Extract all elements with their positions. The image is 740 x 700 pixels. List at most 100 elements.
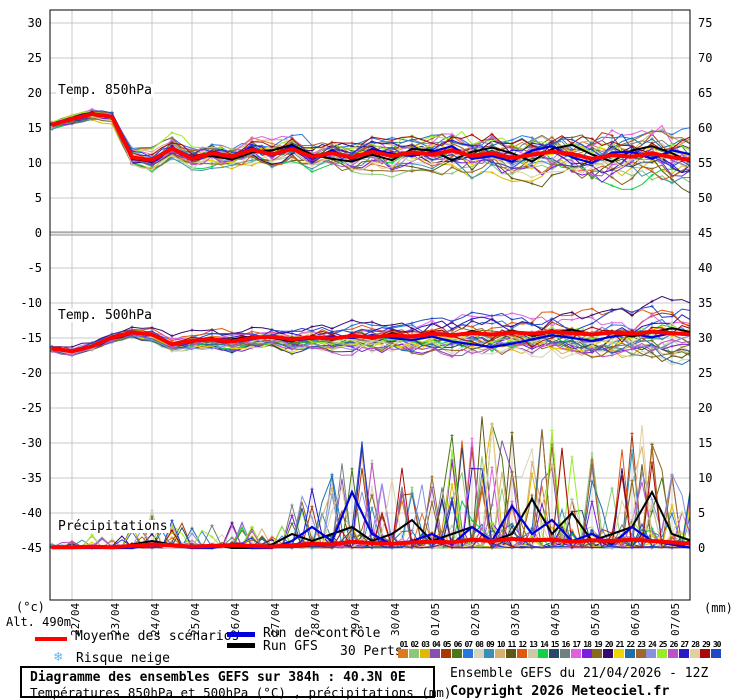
right-tick-50: 50: [698, 191, 713, 205]
left-tick-25: 25: [27, 51, 42, 65]
pert-number-04: 04: [432, 640, 441, 649]
pert-number-02: 02: [410, 640, 419, 649]
pert-number-11: 11: [507, 640, 517, 649]
pert-number-08: 08: [475, 640, 484, 649]
pert-color-03: [419, 649, 430, 658]
pert-number-26: 26: [669, 640, 679, 649]
mean-line-swatch: [35, 637, 67, 641]
pert-color-18: [581, 649, 592, 658]
pert-color-05: [441, 649, 452, 658]
pert-color-13: [527, 649, 538, 658]
pert-color-01: [398, 649, 408, 658]
pert-color-07: [462, 649, 473, 658]
left-tick--20: -20: [20, 366, 42, 380]
pert-color-17: [570, 649, 581, 658]
pert-number-20: 20: [604, 640, 614, 649]
right-tick-25: 25: [698, 366, 713, 380]
altitude-label: Alt. 490m: [6, 615, 72, 629]
legend-snow-label: Risque neige: [76, 651, 170, 666]
control-line-swatch: [227, 632, 255, 637]
right-tick-60: 60: [698, 121, 713, 135]
gfs-run-line: [52, 489, 690, 550]
pert-number-22: 22: [626, 640, 635, 649]
plot-area: [50, 107, 690, 550]
panel-label-t850: Temp. 850hPa: [56, 83, 154, 98]
panel-label-t500: Temp. 500hPa: [56, 308, 154, 323]
date-label-30-04: 30/04: [389, 602, 402, 636]
pert-number-25: 25: [658, 640, 668, 649]
left-tick-10: 10: [27, 156, 42, 170]
ensemble-mean-line: [51, 329, 690, 354]
pert-number-23: 23: [637, 640, 646, 649]
chart-border: [49, 9, 691, 601]
left-tick--15: -15: [20, 331, 42, 345]
right-axis-unit: (mm): [704, 601, 733, 615]
pert-color-15: [549, 649, 560, 658]
date-label-02-05: 02/05: [469, 602, 482, 636]
date-label-03-05: 03/05: [509, 602, 522, 636]
left-tick-15: 15: [27, 121, 42, 135]
date-label-01-05: 01/05: [429, 602, 442, 636]
pert-number-28: 28: [691, 640, 700, 649]
right-tick-40: 40: [698, 261, 713, 275]
right-tick-0: 0: [698, 541, 706, 555]
pert-color-23: [635, 649, 646, 658]
left-tick--25: -25: [20, 401, 42, 415]
pert-color-29: [700, 649, 711, 658]
diagram-subtitle: Températures 850hPa et 500hPa (°C) , pré…: [30, 685, 452, 700]
left-tick--40: -40: [20, 506, 42, 520]
left-tick-30: 30: [27, 16, 42, 30]
ensemble-mean-line: [51, 111, 690, 163]
pert-number-01: 01: [399, 640, 409, 649]
pert-color-06: [452, 649, 462, 658]
pert-number-10: 10: [496, 640, 506, 649]
date-label-04-05: 04/05: [549, 602, 562, 636]
pert-number-30: 30: [712, 640, 722, 649]
right-tick-65: 65: [698, 86, 713, 100]
pert-number-13: 13: [529, 640, 538, 649]
pert-number-14: 14: [540, 640, 549, 649]
ensemble-chart: [49, 9, 691, 601]
date-label-06-05: 06/05: [629, 602, 642, 636]
diagram-title-box: Diagramme des ensembles GEFS sur 384h : …: [20, 666, 451, 700]
pert-color-10: [495, 649, 506, 658]
legend-mean-label: Moyenne des scénarios: [75, 629, 240, 644]
pert-color-08: [473, 649, 484, 658]
pert-color-11: [506, 649, 516, 658]
pert-number-15: 15: [550, 640, 560, 649]
right-tick-5: 5: [698, 506, 706, 520]
pert-number-21: 21: [615, 640, 625, 649]
pert-color-04: [430, 649, 441, 658]
pert-color-16: [560, 649, 570, 658]
left-tick-0: 0: [34, 226, 42, 240]
right-tick-70: 70: [698, 51, 713, 65]
right-tick-55: 55: [698, 156, 713, 170]
date-label-05-05: 05/05: [589, 602, 602, 636]
pert-color-24: [646, 649, 657, 658]
left-tick--35: -35: [20, 471, 42, 485]
snowflake-icon: ❄: [54, 649, 63, 665]
right-tick-45: 45: [698, 226, 713, 240]
pert-number-05: 05: [442, 640, 452, 649]
pert-color-12: [516, 649, 527, 658]
legend-control-label: Run de contrôle: [263, 626, 381, 641]
legend-gfs-label: Run GFS: [263, 639, 318, 654]
pert-color-21: [614, 649, 624, 658]
gfs-line-swatch: [227, 643, 255, 648]
right-tick-75: 75: [698, 16, 713, 30]
pert-color-20: [603, 649, 614, 658]
right-tick-15: 15: [698, 436, 713, 450]
pert-number-03: 03: [421, 640, 430, 649]
pert-number-16: 16: [561, 640, 571, 649]
pert-color-25: [657, 649, 668, 658]
date-label-07-05: 07/05: [669, 602, 682, 636]
pert-color-19: [592, 649, 603, 658]
pert-number-17: 17: [572, 640, 581, 649]
right-tick-20: 20: [698, 401, 713, 415]
right-tick-10: 10: [698, 471, 713, 485]
ensemble-mean-line: [52, 536, 690, 550]
left-tick--5: -5: [27, 261, 42, 275]
pert-number-29: 29: [702, 640, 711, 649]
pert-color-27: [678, 649, 689, 658]
